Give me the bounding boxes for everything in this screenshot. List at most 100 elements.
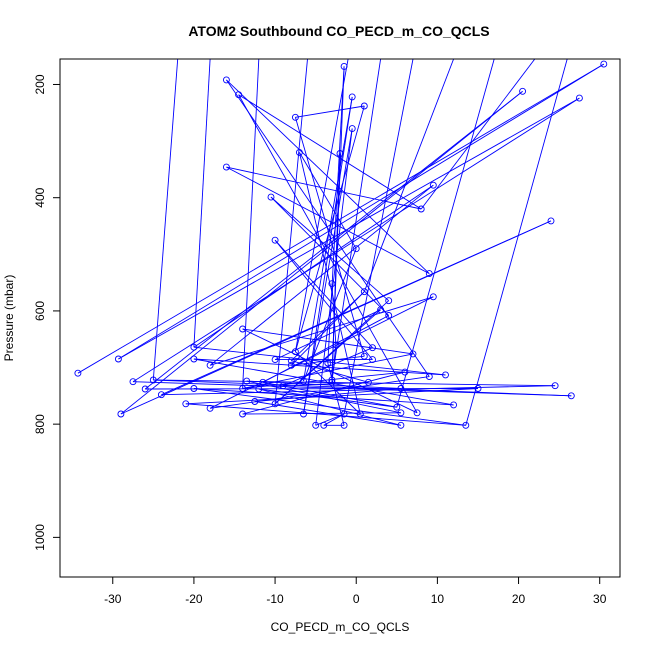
data-point	[429, 293, 437, 301]
data-point	[360, 102, 368, 110]
series-segment	[327, 66, 345, 364]
data-point	[385, 297, 393, 305]
data-point	[324, 359, 332, 367]
series-segment	[209, 296, 434, 366]
data-point	[206, 404, 214, 412]
x-axis: -30 -20 -10 0 10 20 30	[104, 577, 607, 606]
series-segment	[246, 380, 401, 389]
data-point	[352, 245, 360, 253]
data-point	[385, 312, 393, 319]
series-segment	[299, 152, 357, 249]
data-point	[377, 306, 385, 314]
data-point	[235, 91, 243, 99]
series-points	[74, 60, 608, 429]
data-point	[291, 113, 299, 121]
data-point	[291, 348, 299, 356]
x-tick-label: -30	[104, 592, 122, 606]
series-segment	[193, 346, 446, 376]
series-segment	[226, 79, 430, 274]
data-point	[332, 341, 340, 349]
y-tick-label: 1000	[33, 524, 47, 551]
data-point	[348, 125, 356, 133]
series-segment	[242, 59, 260, 389]
data-point	[271, 356, 279, 364]
data-point	[239, 410, 247, 418]
plot-frame	[59, 58, 621, 578]
data-point	[369, 344, 376, 352]
data-point	[239, 385, 247, 392]
data-point	[239, 325, 247, 333]
data-point	[450, 401, 458, 409]
series-segment	[283, 347, 373, 387]
data-point	[141, 385, 149, 393]
x-axis-label: CO_PECD_m_CO_QCLS	[271, 620, 410, 634]
series-segment	[303, 96, 353, 382]
data-point	[129, 378, 137, 386]
data-point	[251, 398, 259, 405]
series-segment	[315, 128, 353, 426]
series-segment	[193, 358, 454, 406]
series-segment	[120, 90, 523, 415]
data-point	[149, 376, 157, 384]
data-point	[369, 356, 376, 364]
x-tick-label: 20	[512, 592, 526, 606]
y-tick-label: 200	[33, 74, 47, 94]
data-point	[425, 373, 433, 381]
data-point	[279, 382, 287, 390]
series-segment	[343, 59, 414, 415]
series-segment	[303, 128, 353, 415]
x-tick-label: 0	[353, 592, 360, 606]
data-point	[340, 410, 348, 418]
series-segment	[420, 59, 536, 210]
series-segment	[242, 371, 406, 415]
data-point	[206, 361, 214, 369]
data-point	[295, 148, 303, 156]
series-segment	[294, 117, 365, 357]
series-segment	[258, 388, 402, 426]
series-segment	[152, 59, 179, 381]
data-point	[312, 421, 320, 429]
series-segment	[262, 381, 397, 408]
data-point	[259, 378, 267, 386]
series-segment	[274, 309, 381, 361]
y-axis-label: Pressure (mbar)	[2, 275, 16, 362]
data-point	[222, 163, 230, 171]
series-segment	[323, 413, 345, 426]
data-point	[340, 421, 348, 429]
series-segment	[283, 381, 369, 387]
series-segment	[294, 59, 349, 352]
series-segment	[193, 184, 434, 348]
series-segment	[238, 94, 422, 210]
data-point	[340, 62, 348, 70]
data-point	[409, 350, 417, 358]
y-tick-label: 400	[33, 187, 47, 207]
data-point	[393, 403, 401, 411]
data-point	[243, 377, 251, 385]
series-segment	[242, 412, 401, 415]
x-tick-label: -10	[266, 592, 284, 606]
series-segment	[258, 388, 397, 408]
series-segment	[254, 388, 401, 402]
series-segment	[396, 59, 495, 408]
data-point	[360, 288, 368, 296]
series-segment	[298, 152, 361, 415]
series-lines	[77, 59, 605, 426]
data-point	[267, 193, 275, 201]
data-point	[74, 369, 82, 377]
series-segment	[246, 380, 401, 414]
data-point	[271, 236, 279, 244]
series-segment	[226, 166, 422, 210]
data-point	[567, 392, 575, 400]
data-point	[425, 270, 433, 278]
series-segment	[331, 59, 382, 381]
data-point	[600, 60, 608, 68]
data-point	[413, 409, 421, 417]
data-point	[397, 385, 405, 392]
data-point	[364, 378, 372, 386]
data-point	[300, 410, 307, 418]
series-segment	[331, 283, 337, 345]
series-segment	[118, 63, 605, 360]
series-segment	[209, 296, 434, 409]
data-point	[519, 87, 527, 95]
